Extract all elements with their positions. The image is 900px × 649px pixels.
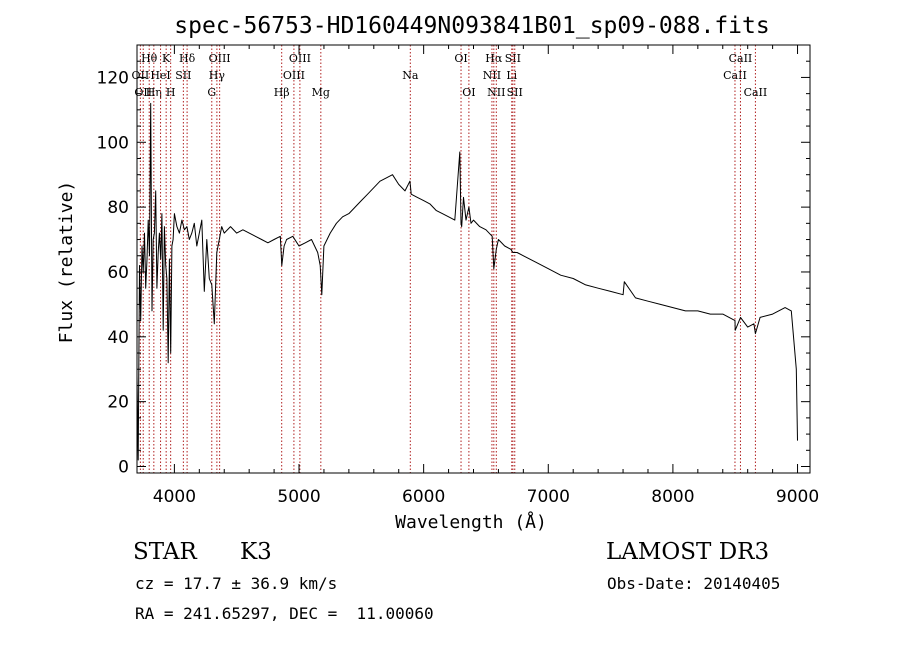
line-marker-label: G [207,86,216,99]
x-tick-label: 7000 [527,487,570,507]
line-marker-label: Mg [312,86,330,99]
line-marker-label: Hβ [274,86,290,99]
line-marker-label: Hα [485,52,503,65]
line-marker-label: CaII [744,86,768,99]
line-marker-label: OII [134,86,152,99]
line-marker-label: K [162,52,171,65]
line-marker-label: NII [487,86,505,99]
line-marker-label: SII [175,69,191,82]
line-marker-label: SII [507,86,523,99]
line-marker-label: OI [462,86,475,99]
line-markers: OII OII Hθ Hη HeI K H SII Hδ G Hγ OIII Hβ OIII OIII Mg N… [132,45,768,473]
y-tick-label: 60 [107,263,129,283]
x-tick-label: 9000 [776,487,819,507]
y-tick-label: 100 [97,133,129,153]
x-axis: 4000 5000 6000 7000 8000 9000 [153,45,819,507]
coordinates-readout: RA = 241.65297, DEC = 11.00060 [135,604,434,623]
x-tick-label: 4000 [153,487,196,507]
y-tick-label: 120 [97,68,129,88]
line-marker-label: Li [506,69,517,82]
chart-title: spec-56753-HD160449N093841B01_sp09-088.f… [174,13,769,39]
line-marker-label: OIII [289,52,311,65]
x-tick-label: 5000 [277,487,320,507]
line-marker-label: H [166,86,176,99]
y-tick-label: 80 [107,198,129,218]
obs-date: Obs-Date: 20140405 [607,574,781,593]
line-marker-label: SII [505,52,521,65]
y-axis-label: Flux (relative) [56,181,77,344]
y-axis: 0 20 40 60 80 100 120 [97,60,810,478]
line-marker-label: CaII [723,69,747,82]
line-marker-label: Hθ [141,52,158,65]
line-marker-label: OI [454,52,467,65]
redshift-readout: cz = 17.7 ± 36.9 km/s [135,574,338,593]
line-marker-label: Hγ [209,69,226,82]
line-marker-label: OIII [209,52,231,65]
y-tick-label: 20 [107,393,129,413]
y-tick-label: 0 [118,458,129,478]
y-tick-label: 40 [107,328,129,348]
line-marker-label: CaII [729,52,753,65]
line-marker-label: Hη [146,86,162,99]
line-marker-label: HeI [150,69,170,82]
series-line-flux [136,102,798,461]
object-class: STAR [133,539,197,565]
line-marker-label: OII [132,69,150,82]
data-series [136,102,798,461]
x-tick-label: 8000 [651,487,694,507]
line-marker-label: Na [402,69,419,82]
plot-frame [136,44,811,474]
line-marker-label: NII [483,69,501,82]
line-marker-label: Hδ [179,52,196,65]
x-axis-label: Wavelength (Å) [395,511,547,533]
object-subclass: K3 [240,539,272,565]
survey-name: LAMOST DR3 [606,539,770,565]
x-tick-label: 6000 [402,487,445,507]
line-marker-label: OIII [283,69,305,82]
